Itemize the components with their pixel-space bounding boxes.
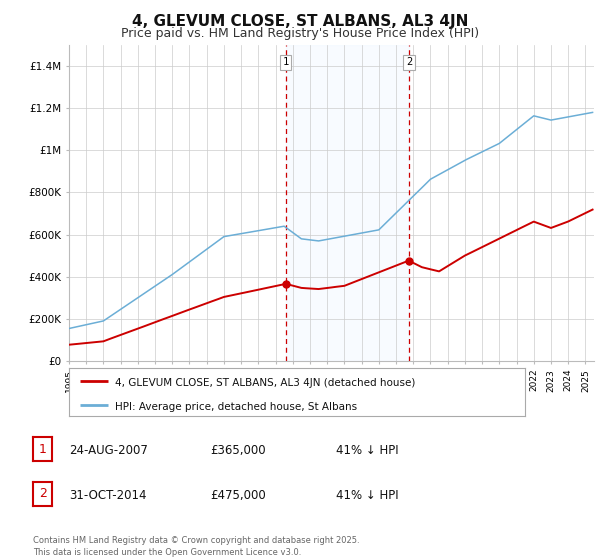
Text: 31-OCT-2014: 31-OCT-2014 bbox=[69, 489, 146, 502]
Text: 24-AUG-2007: 24-AUG-2007 bbox=[69, 444, 148, 458]
Bar bbox=[286, 45, 409, 361]
Text: Contains HM Land Registry data © Crown copyright and database right 2025.
This d: Contains HM Land Registry data © Crown c… bbox=[33, 536, 359, 557]
Text: 2: 2 bbox=[38, 487, 47, 501]
Text: 1: 1 bbox=[283, 58, 289, 67]
Text: Price paid vs. HM Land Registry's House Price Index (HPI): Price paid vs. HM Land Registry's House … bbox=[121, 27, 479, 40]
Text: HPI: Average price, detached house, St Albans: HPI: Average price, detached house, St A… bbox=[115, 402, 357, 412]
Text: £365,000: £365,000 bbox=[210, 444, 266, 458]
Text: 2: 2 bbox=[406, 58, 412, 67]
Text: 41% ↓ HPI: 41% ↓ HPI bbox=[336, 489, 398, 502]
Text: 1: 1 bbox=[38, 442, 47, 456]
Text: 4, GLEVUM CLOSE, ST ALBANS, AL3 4JN (detached house): 4, GLEVUM CLOSE, ST ALBANS, AL3 4JN (det… bbox=[115, 378, 415, 388]
Text: 4, GLEVUM CLOSE, ST ALBANS, AL3 4JN: 4, GLEVUM CLOSE, ST ALBANS, AL3 4JN bbox=[132, 14, 468, 29]
Text: £475,000: £475,000 bbox=[210, 489, 266, 502]
Text: 41% ↓ HPI: 41% ↓ HPI bbox=[336, 444, 398, 458]
